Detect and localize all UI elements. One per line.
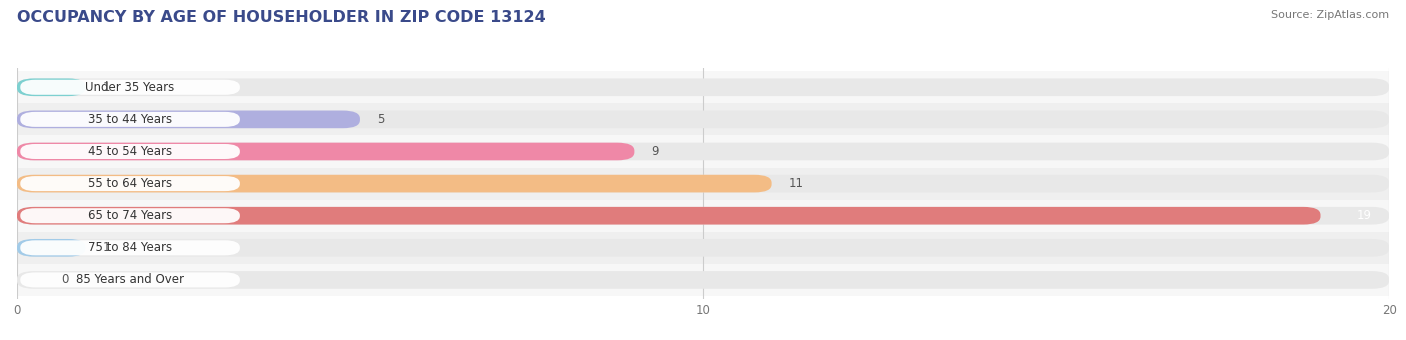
FancyBboxPatch shape <box>17 168 1389 200</box>
FancyBboxPatch shape <box>17 264 1389 296</box>
Text: 5: 5 <box>377 113 384 126</box>
Text: 45 to 54 Years: 45 to 54 Years <box>89 145 172 158</box>
FancyBboxPatch shape <box>17 200 1389 232</box>
FancyBboxPatch shape <box>17 110 1389 128</box>
FancyBboxPatch shape <box>17 207 1389 224</box>
FancyBboxPatch shape <box>17 79 1389 96</box>
FancyBboxPatch shape <box>20 272 240 287</box>
Text: 35 to 44 Years: 35 to 44 Years <box>89 113 172 126</box>
FancyBboxPatch shape <box>20 112 240 127</box>
FancyBboxPatch shape <box>17 175 1389 192</box>
Text: Under 35 Years: Under 35 Years <box>86 81 174 94</box>
FancyBboxPatch shape <box>17 207 1320 224</box>
Text: 1: 1 <box>103 81 110 94</box>
FancyBboxPatch shape <box>20 80 240 95</box>
FancyBboxPatch shape <box>17 103 1389 135</box>
Text: 9: 9 <box>651 145 659 158</box>
FancyBboxPatch shape <box>20 144 240 159</box>
FancyBboxPatch shape <box>20 176 240 191</box>
Text: 1: 1 <box>103 241 110 254</box>
Text: 11: 11 <box>789 177 804 190</box>
FancyBboxPatch shape <box>17 232 1389 264</box>
FancyBboxPatch shape <box>17 143 1389 160</box>
Text: 75 to 84 Years: 75 to 84 Years <box>89 241 172 254</box>
FancyBboxPatch shape <box>17 239 1389 257</box>
Text: 0: 0 <box>62 273 69 286</box>
FancyBboxPatch shape <box>20 208 240 223</box>
FancyBboxPatch shape <box>17 135 1389 168</box>
FancyBboxPatch shape <box>17 79 86 96</box>
FancyBboxPatch shape <box>17 239 86 257</box>
Text: 19: 19 <box>1357 209 1372 222</box>
FancyBboxPatch shape <box>17 110 360 128</box>
FancyBboxPatch shape <box>17 71 1389 103</box>
Text: 85 Years and Over: 85 Years and Over <box>76 273 184 286</box>
FancyBboxPatch shape <box>20 240 240 255</box>
Text: 55 to 64 Years: 55 to 64 Years <box>89 177 172 190</box>
FancyBboxPatch shape <box>17 271 1389 289</box>
Text: Source: ZipAtlas.com: Source: ZipAtlas.com <box>1271 10 1389 20</box>
Text: OCCUPANCY BY AGE OF HOUSEHOLDER IN ZIP CODE 13124: OCCUPANCY BY AGE OF HOUSEHOLDER IN ZIP C… <box>17 10 546 25</box>
FancyBboxPatch shape <box>17 143 634 160</box>
Text: 65 to 74 Years: 65 to 74 Years <box>89 209 172 222</box>
FancyBboxPatch shape <box>17 175 772 192</box>
